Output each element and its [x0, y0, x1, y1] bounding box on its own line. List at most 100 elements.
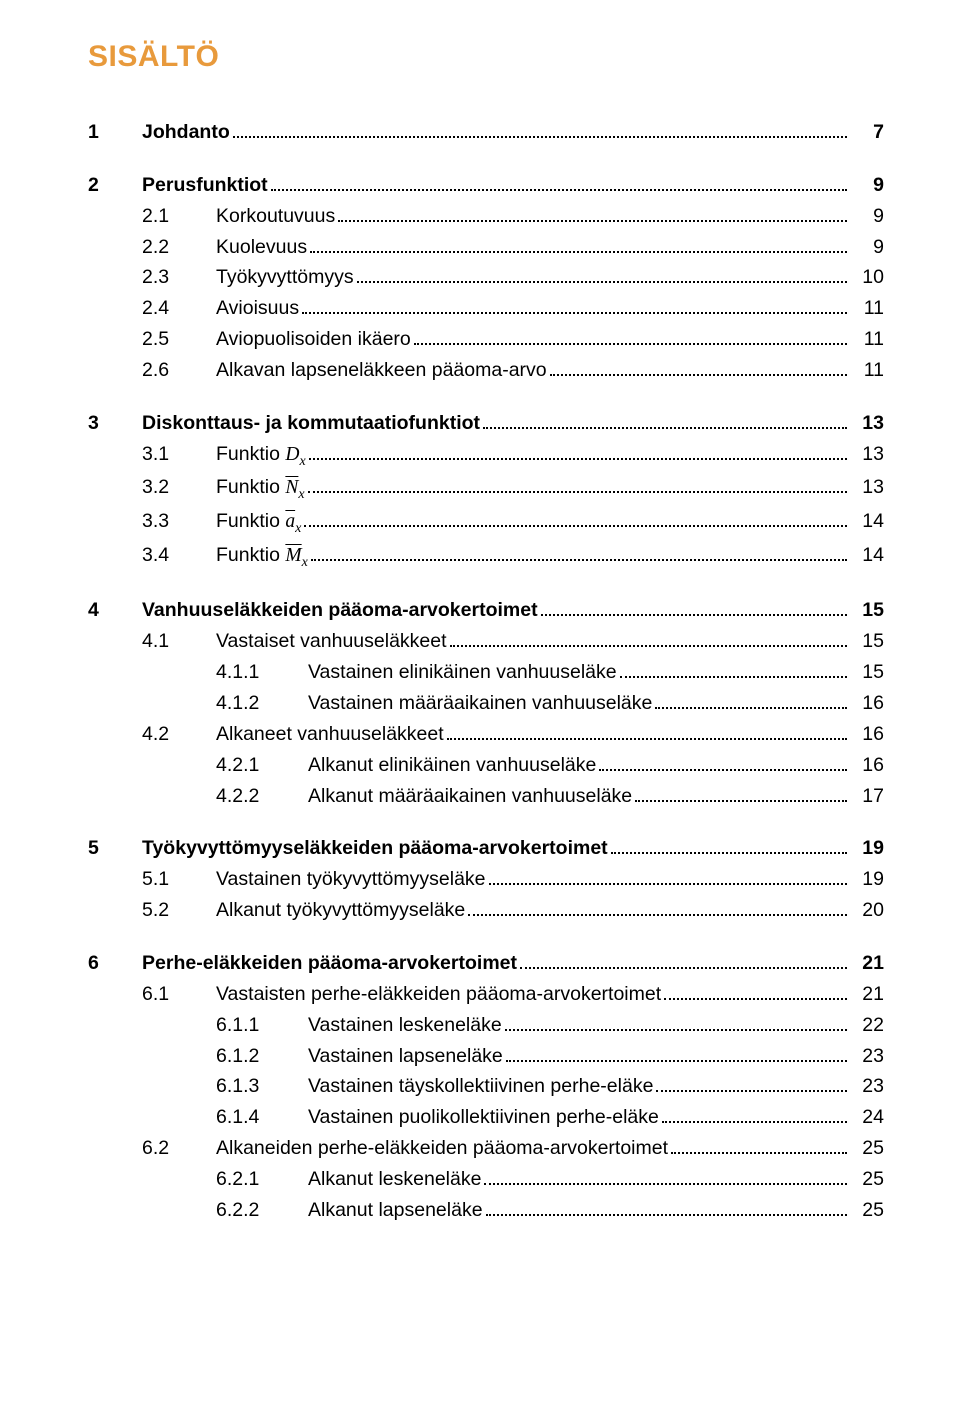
toc-entry-page: 24: [850, 1103, 884, 1132]
toc-entry: 6.2Alkaneiden perhe-eläkkeiden pääoma-ar…: [88, 1134, 884, 1163]
toc-entry-label: Vastainen täyskollektiivinen perhe-eläke: [308, 1072, 653, 1101]
toc-entry-number: 3.1: [142, 440, 216, 469]
toc-entry-page: 21: [850, 949, 884, 978]
toc-entry-page: 11: [850, 356, 884, 385]
toc-entry-label: Alkaneet vanhuuseläkkeet: [216, 720, 444, 749]
toc-leader-dots: [309, 443, 847, 460]
toc-entry-page: 17: [850, 782, 884, 811]
toc-leader-dots: [505, 1014, 847, 1031]
toc-entry-page: 16: [850, 751, 884, 780]
toc-entry: 4.2.1Alkanut elinikäinen vanhuuseläke16: [88, 751, 884, 780]
toc-leader-dots: [311, 544, 847, 561]
toc-leader-dots: [635, 785, 847, 802]
toc-entry-number: 6.1.3: [216, 1072, 308, 1101]
toc-entry-label: Korkoutuvuus: [216, 202, 335, 231]
toc-entry: 1Johdanto7: [88, 118, 884, 147]
toc-gap: [88, 927, 884, 949]
toc-gap: [88, 387, 884, 409]
toc-leader-dots: [489, 869, 847, 886]
toc-entry-page: 25: [850, 1165, 884, 1194]
toc-entry-page: 23: [850, 1072, 884, 1101]
toc-entry: 2Perusfunktiot9: [88, 171, 884, 200]
toc-entry: 6.2.2Alkanut lapseneläke25: [88, 1196, 884, 1225]
toc-entry-page: 9: [850, 202, 884, 231]
page-title: SISÄLTÖ: [88, 40, 884, 74]
toc-leader-dots: [541, 600, 847, 617]
toc-entry-label: Alkanut lapseneläke: [308, 1196, 483, 1225]
toc-leader-dots: [233, 121, 847, 138]
toc-entry-label: Perhe-eläkkeiden pääoma-arvokertoimet: [142, 949, 517, 978]
toc-entry-label: Funktio Nx: [216, 473, 305, 505]
toc-entry-label: Diskonttaus- ja kommutaatiofunktiot: [142, 409, 480, 438]
toc-entry-number: 4: [88, 596, 142, 625]
toc-entry-number: 4.2: [142, 720, 216, 749]
toc-entry-number: 4.2.2: [216, 782, 308, 811]
toc-leader-dots: [506, 1045, 847, 1062]
toc-leader-dots: [599, 754, 847, 771]
toc-entry-number: 3.2: [142, 473, 216, 502]
toc-leader-dots: [468, 900, 847, 917]
toc-entry-page: 25: [850, 1196, 884, 1225]
toc-entry-page: 13: [850, 409, 884, 438]
toc-entry-number: 2.4: [142, 294, 216, 323]
toc-entry-number: 4.1.1: [216, 658, 308, 687]
toc-entry-label: Alkanut elinikäinen vanhuuseläke: [308, 751, 596, 780]
toc-entry-label: Kuolevuus: [216, 233, 307, 262]
toc-entry: 5Työkyvyttömyyseläkkeiden pääoma-arvoker…: [88, 834, 884, 863]
toc-leader-dots: [656, 1076, 847, 1093]
toc-leader-dots: [483, 412, 847, 429]
toc-entry-page: 14: [850, 541, 884, 570]
toc-entry-label: Työkyvyttömyyseläkkeiden pääoma-arvokert…: [142, 834, 608, 863]
toc-entry-page: 15: [850, 658, 884, 687]
toc-entry: 6.1.2Vastainen lapseneläke23: [88, 1042, 884, 1071]
toc-leader-dots: [302, 298, 847, 315]
toc-entry: 4.1.2Vastainen määräaikainen vanhuuseläk…: [88, 689, 884, 718]
toc-entry-label: Vastainen leskeneläke: [308, 1011, 502, 1040]
toc-leader-dots: [486, 1199, 847, 1216]
toc-gap: [88, 149, 884, 171]
toc-leader-dots: [414, 329, 847, 346]
toc-entry: 2.2Kuolevuus 9: [88, 233, 884, 262]
toc-entry: 6Perhe-eläkkeiden pääoma-arvokertoimet21: [88, 949, 884, 978]
toc-gap: [88, 812, 884, 834]
toc-entry-number: 6.1.2: [216, 1042, 308, 1071]
toc-entry-label: Alkaneiden perhe-eläkkeiden pääoma-arvok…: [216, 1134, 668, 1163]
toc-entry: 5.2Alkanut työkyvyttömyyseläke20: [88, 896, 884, 925]
toc-entry-label: Alkanut työkyvyttömyyseläke: [216, 896, 465, 925]
toc-entry-number: 3.3: [142, 507, 216, 536]
toc-leader-dots: [310, 236, 847, 253]
toc-entry: 3.3Funktio ax14: [88, 507, 884, 539]
toc-entry-number: 6.2.1: [216, 1165, 308, 1194]
toc-entry: 4.1Vastaiset vanhuuseläkkeet15: [88, 627, 884, 656]
toc-entry: 4.2.2Alkanut määräaikainen vanhuuseläke 1…: [88, 782, 884, 811]
toc-entry-number: 2: [88, 171, 142, 200]
toc-gap: [88, 574, 884, 596]
toc-entry-number: 6.1.1: [216, 1011, 308, 1040]
toc-entry-page: 9: [850, 233, 884, 262]
toc-entry-number: 4.1.2: [216, 689, 308, 718]
toc-entry-page: 20: [850, 896, 884, 925]
toc-entry-number: 5: [88, 834, 142, 863]
toc-leader-dots: [450, 631, 847, 648]
toc-entry-label: Vanhuuseläkkeiden pääoma-arvokertoimet: [142, 596, 538, 625]
toc-entry: 2.3Työkyvyttömyys10: [88, 263, 884, 292]
toc-entry-page: 14: [850, 507, 884, 536]
toc-entry: 6.1Vastaisten perhe-eläkkeiden pääoma-ar…: [88, 980, 884, 1009]
toc-leader-dots: [664, 983, 847, 1000]
toc-entry-label: Vastainen määräaikainen vanhuuseläke: [308, 689, 652, 718]
toc-entry-number: 1: [88, 118, 142, 147]
toc-entry-number: 5.1: [142, 865, 216, 894]
toc-entry-page: 11: [850, 294, 884, 323]
toc-entry: 2.4Avioisuus11: [88, 294, 884, 323]
toc-entry: 3.1Funktio Dx13: [88, 440, 884, 472]
toc-entry: 6.1.3Vastainen täyskollektiivinen perhe-…: [88, 1072, 884, 1101]
toc-entry-page: 19: [850, 834, 884, 863]
toc-entry-number: 2.5: [142, 325, 216, 354]
toc-entry: 4.2Alkaneet vanhuuseläkkeet16: [88, 720, 884, 749]
toc-entry-label: Vastainen työkyvyttömyyseläke: [216, 865, 486, 894]
toc-entry: 6.2.1Alkanut leskeneläke25: [88, 1165, 884, 1194]
toc-entry-number: 2.2: [142, 233, 216, 262]
toc-entry-label: Alkanut määräaikainen vanhuuseläke: [308, 782, 632, 811]
toc-entry-page: 22: [850, 1011, 884, 1040]
toc-entry-page: 25: [850, 1134, 884, 1163]
